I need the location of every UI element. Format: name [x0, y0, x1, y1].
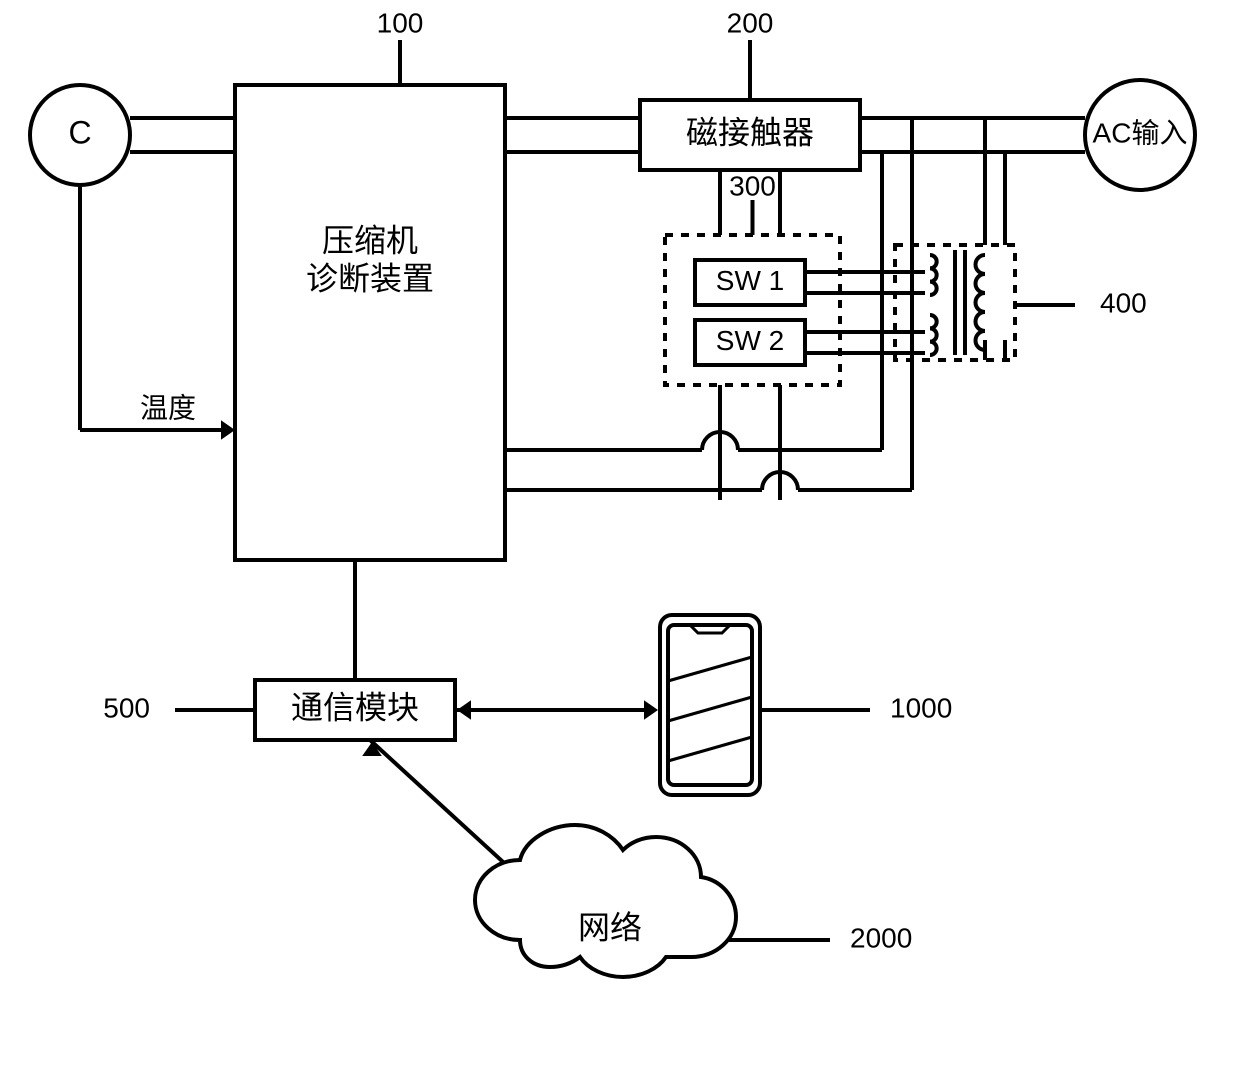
svg-text:300: 300 [729, 170, 776, 201]
svg-text:磁接触器: 磁接触器 [686, 114, 814, 150]
svg-text:2000: 2000 [850, 922, 912, 953]
svg-text:500: 500 [103, 692, 150, 723]
svg-text:1000: 1000 [890, 692, 952, 723]
svg-text:200: 200 [727, 7, 774, 38]
svg-text:SW 2: SW 2 [716, 325, 784, 356]
svg-text:AC输入: AC输入 [1093, 117, 1188, 148]
svg-text:C: C [68, 114, 91, 150]
block-diagram: CAC输入压缩机诊断装置100磁接触器200300SW 1SW 2400通信模块… [0, 0, 1240, 1070]
svg-text:400: 400 [1100, 287, 1147, 318]
svg-text:100: 100 [377, 7, 424, 38]
svg-text:通信模块: 通信模块 [291, 689, 419, 725]
svg-text:温度: 温度 [140, 392, 196, 423]
svg-text:网络: 网络 [578, 909, 642, 945]
svg-text:SW 1: SW 1 [716, 265, 784, 296]
